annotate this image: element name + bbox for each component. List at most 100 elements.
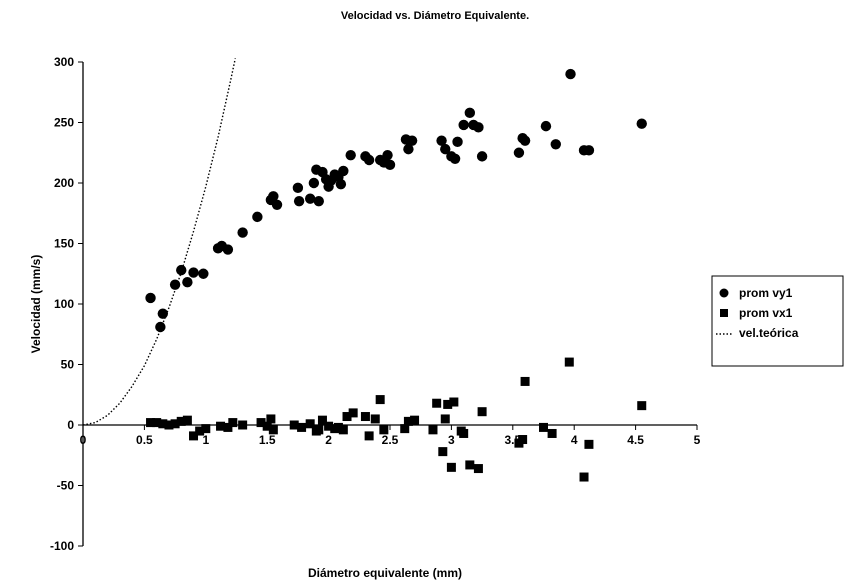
point-prom-vx1 xyxy=(473,464,483,474)
point-prom-vy1 xyxy=(188,267,199,278)
point-prom-vx1 xyxy=(443,399,453,409)
point-prom-vx1 xyxy=(360,412,370,422)
point-prom-vy1 xyxy=(157,308,169,319)
x-tick-label: 1 xyxy=(202,433,209,447)
point-prom-vx1 xyxy=(195,426,205,436)
point-prom-vx1 xyxy=(176,416,186,426)
legend-symbol-prom-vx1 xyxy=(720,309,728,317)
point-prom-vx1 xyxy=(317,415,327,425)
point-prom-vx1 xyxy=(477,407,487,417)
point-prom-vy1 xyxy=(252,211,263,223)
point-prom-vx1 xyxy=(518,435,528,445)
x-tick-label: 2.5 xyxy=(382,433,399,447)
point-prom-vx1 xyxy=(266,414,276,424)
point-prom-vy1 xyxy=(182,277,193,288)
y-tick-label: 300 xyxy=(54,55,74,69)
legend-symbol-prom-vy1 xyxy=(719,288,729,298)
point-prom-vy1 xyxy=(363,154,375,166)
point-prom-vy1 xyxy=(550,139,561,150)
point-prom-vx1 xyxy=(547,428,557,438)
legend-box xyxy=(711,275,844,367)
point-prom-vx1 xyxy=(465,460,475,470)
point-prom-vx1 xyxy=(238,420,248,430)
point-prom-vy1 xyxy=(335,179,347,190)
point-prom-vx1 xyxy=(297,422,307,432)
point-prom-vx1 xyxy=(579,472,589,482)
point-prom-vx1 xyxy=(520,376,530,386)
y-tick-label: 50 xyxy=(61,358,75,372)
point-prom-vy1 xyxy=(406,135,418,146)
x-tick-label: 4 xyxy=(571,433,578,447)
legend-label: prom vy1 xyxy=(739,286,793,300)
point-prom-vy1 xyxy=(636,118,647,129)
point-prom-vx1 xyxy=(375,395,385,405)
point-prom-vx1 xyxy=(364,431,374,441)
x-tick-label: 0 xyxy=(80,433,87,447)
point-prom-vx1 xyxy=(410,415,420,425)
point-prom-vx1 xyxy=(256,418,266,428)
y-tick-label: 250 xyxy=(54,116,74,130)
point-prom-vy1 xyxy=(403,143,414,155)
point-prom-vy1 xyxy=(473,122,484,133)
point-prom-vx1 xyxy=(152,418,162,428)
series-line-vel-teorica xyxy=(82,58,236,426)
point-prom-vy1 xyxy=(293,195,305,207)
y-axis-label: Velocidad (mm/s) xyxy=(29,255,43,354)
point-prom-vx1 xyxy=(268,425,278,435)
point-prom-vy1 xyxy=(345,149,356,161)
point-prom-vy1 xyxy=(292,182,304,194)
point-prom-vx1 xyxy=(289,420,299,430)
point-prom-vx1 xyxy=(403,416,413,426)
x-tick-label: 4.5 xyxy=(627,433,644,447)
point-prom-vx1 xyxy=(440,414,450,424)
point-prom-vy1 xyxy=(271,199,283,210)
point-prom-vx1 xyxy=(400,424,410,434)
point-prom-vy1 xyxy=(198,268,209,279)
point-prom-vx1 xyxy=(262,421,272,431)
point-prom-vx1 xyxy=(342,412,352,422)
point-prom-vx1 xyxy=(324,421,334,431)
y-tick-label: -50 xyxy=(57,479,75,493)
legend-label: prom vx1 xyxy=(739,306,793,320)
point-prom-vx1 xyxy=(438,447,448,457)
x-tick-label: 1.5 xyxy=(259,433,276,447)
point-prom-vx1 xyxy=(446,462,456,472)
chart-title: Velocidad vs. Diámetro Equivalente. xyxy=(341,10,529,22)
point-prom-vx1 xyxy=(305,419,315,429)
point-prom-vy1 xyxy=(222,244,234,255)
point-prom-vy1 xyxy=(583,145,595,156)
point-prom-vx1 xyxy=(314,425,324,435)
point-prom-vx1 xyxy=(223,422,233,432)
point-prom-vx1 xyxy=(146,418,156,428)
point-prom-vy1 xyxy=(565,68,576,80)
point-prom-vx1 xyxy=(182,415,192,425)
point-prom-vx1 xyxy=(449,397,459,407)
point-prom-vx1 xyxy=(379,425,389,435)
point-prom-vy1 xyxy=(458,119,469,131)
point-prom-vy1 xyxy=(540,120,552,132)
point-prom-vy1 xyxy=(308,177,320,189)
x-tick-label: 2 xyxy=(325,433,332,447)
point-prom-vx1 xyxy=(216,421,226,431)
point-prom-vx1 xyxy=(459,428,469,438)
x-axis-label: Diámetro equivalente (mm) xyxy=(308,566,462,580)
point-prom-vx1 xyxy=(158,419,168,429)
point-prom-vy1 xyxy=(382,149,393,161)
point-prom-vx1 xyxy=(201,424,211,434)
point-prom-vx1 xyxy=(189,431,199,441)
point-prom-vy1 xyxy=(338,165,349,177)
point-prom-vx1 xyxy=(333,422,343,432)
point-prom-vy1 xyxy=(237,227,248,238)
point-prom-vx1 xyxy=(428,425,438,435)
point-prom-vy1 xyxy=(176,264,187,276)
point-prom-vy1 xyxy=(476,151,488,162)
y-tick-label: 100 xyxy=(54,297,74,311)
point-prom-vy1 xyxy=(440,143,451,155)
point-prom-vy1 xyxy=(519,135,531,146)
point-prom-vy1 xyxy=(384,159,396,171)
point-prom-vy1 xyxy=(268,191,279,202)
y-tick-label: -100 xyxy=(50,539,74,553)
point-prom-vx1 xyxy=(164,420,174,430)
point-prom-vx1 xyxy=(539,422,548,432)
